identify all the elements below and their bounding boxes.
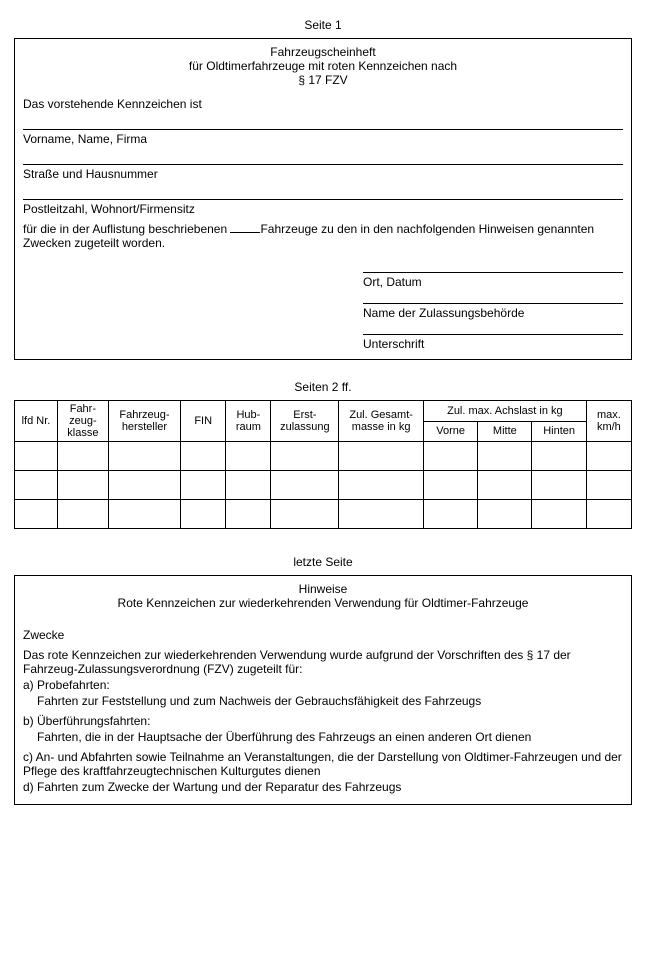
field-caption-3: Postleitzahl, Wohnort/Firmensitz — [23, 202, 623, 216]
table-cell — [226, 442, 271, 471]
table-cell — [532, 471, 586, 500]
table-cell — [108, 442, 180, 471]
page1-title2: für Oldtimerfahrzeuge mit roten Kennzeic… — [23, 59, 623, 73]
page1-intro: Das vorstehende Kennzeichen ist — [23, 97, 623, 111]
page1-paragraph: für die in der Auflistung beschriebenen … — [23, 222, 623, 250]
page1-label: Seite 1 — [14, 18, 632, 32]
table-cell — [108, 500, 180, 529]
table-cell — [57, 500, 108, 529]
page3-title2: Rote Kennzeichen zur wiederkehrenden Ver… — [23, 596, 623, 610]
table-cell — [226, 500, 271, 529]
para-a: für die in der Auflistung beschriebenen — [23, 222, 230, 236]
page1-title3: § 17 FZV — [23, 73, 623, 87]
sig-caption-2: Name der Zulassungsbehörde — [363, 306, 623, 320]
page3-label: letzte Seite — [14, 555, 632, 569]
th-gesamtmasse: Zul. Gesamt- masse in kg — [339, 401, 424, 442]
table-cell — [586, 442, 631, 471]
table-cell — [586, 471, 631, 500]
purpose-a-label: a) Probefahrten: — [23, 678, 623, 692]
th-hubraum: Hub- raum — [226, 401, 271, 442]
table-cell — [226, 471, 271, 500]
table-cell — [424, 500, 478, 529]
field-line-2 — [23, 164, 623, 165]
field-caption-1: Vorname, Name, Firma — [23, 132, 623, 146]
table-cell — [271, 500, 339, 529]
table-cell — [478, 442, 532, 471]
page1-box: Fahrzeugscheinheft für Oldtimerfahrzeuge… — [14, 38, 632, 360]
th-hersteller: Fahrzeug- hersteller — [108, 401, 180, 442]
table-cell — [339, 471, 424, 500]
purpose-b-text: Fahrten, die in der Hauptsache der Überf… — [37, 730, 623, 744]
th-fin: FIN — [181, 401, 226, 442]
page3-section: Zwecke — [23, 628, 623, 642]
table-cell — [532, 500, 586, 529]
table-cell — [15, 442, 58, 471]
signature-area: Ort, Datum Name der Zulassungsbehörde Un… — [363, 258, 623, 351]
th-achslast-group: Zul. max. Achslast in kg — [424, 401, 587, 422]
sig-line-2 — [363, 303, 623, 304]
purpose-d: d) Fahrten zum Zwecke der Wartung und de… — [23, 780, 623, 794]
sig-row-2: Name der Zulassungsbehörde — [363, 303, 623, 320]
blank-gap — [230, 232, 260, 233]
page1-title1: Fahrzeugscheinheft — [23, 45, 623, 59]
table-cell — [339, 500, 424, 529]
table-cell — [271, 442, 339, 471]
th-erstzulassung: Erst- zulassung — [271, 401, 339, 442]
sig-line-3 — [363, 334, 623, 335]
page3-intro: Das rote Kennzeichen zur wiederkehrenden… — [23, 648, 623, 676]
table-row — [15, 442, 632, 471]
table-cell — [424, 471, 478, 500]
table-row — [15, 500, 632, 529]
table-cell — [57, 442, 108, 471]
vehicle-table: lfd Nr. Fahr- zeug- klasse Fahrzeug- her… — [14, 400, 632, 529]
purpose-a-text: Fahrten zur Feststellung und zum Nachwei… — [37, 694, 623, 708]
table-cell — [108, 471, 180, 500]
field-block-2: Straße und Hausnummer — [23, 164, 623, 181]
th-klasse: Fahr- zeug- klasse — [57, 401, 108, 442]
table-cell — [478, 500, 532, 529]
table-cell — [586, 500, 631, 529]
table-cell — [532, 442, 586, 471]
sig-caption-1: Ort, Datum — [363, 275, 623, 289]
table-row — [15, 471, 632, 500]
table-cell — [181, 500, 226, 529]
table-cell — [339, 442, 424, 471]
page3-title1: Hinweise — [23, 582, 623, 596]
sig-row-3: Unterschrift — [363, 334, 623, 351]
table-cell — [181, 471, 226, 500]
table-cell — [181, 442, 226, 471]
field-line-1 — [23, 129, 623, 130]
table-cell — [15, 500, 58, 529]
table-cell — [478, 471, 532, 500]
th-lfdnr: lfd Nr. — [15, 401, 58, 442]
page3-box: Hinweise Rote Kennzeichen zur wiederkehr… — [14, 575, 632, 805]
sig-line-1 — [363, 272, 623, 273]
field-caption-2: Straße und Hausnummer — [23, 167, 623, 181]
page2-label: Seiten 2 ff. — [14, 380, 632, 394]
table-cell — [424, 442, 478, 471]
th-hinten: Hinten — [532, 421, 586, 442]
purpose-c: c) An- und Abfahrten sowie Teilnahme an … — [23, 750, 623, 778]
sig-row-1: Ort, Datum — [363, 272, 623, 289]
table-cell — [57, 471, 108, 500]
field-line-3 — [23, 199, 623, 200]
th-maxkmh: max. km/h — [586, 401, 631, 442]
table-cell — [15, 471, 58, 500]
sig-caption-3: Unterschrift — [363, 337, 623, 351]
field-block-1: Vorname, Name, Firma — [23, 129, 623, 146]
th-mitte: Mitte — [478, 421, 532, 442]
table-cell — [271, 471, 339, 500]
field-block-3: Postleitzahl, Wohnort/Firmensitz — [23, 199, 623, 216]
purpose-b-label: b) Überführungsfahrten: — [23, 714, 623, 728]
th-vorne: Vorne — [424, 421, 478, 442]
